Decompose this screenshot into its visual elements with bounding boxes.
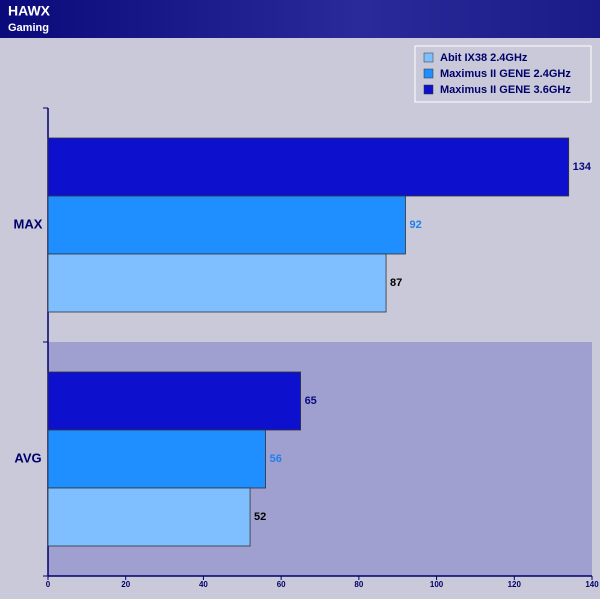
category-label: MAX — [14, 216, 43, 231]
x-tick-label: 0 — [46, 580, 51, 589]
value-label: 65 — [305, 395, 317, 407]
value-label: 134 — [573, 161, 592, 173]
x-tick-label: 40 — [199, 580, 208, 589]
chart-title: HAWX — [8, 3, 51, 19]
bar — [47, 253, 387, 313]
legend-swatch — [423, 52, 434, 63]
x-tick-label: 120 — [508, 580, 522, 589]
bar — [47, 137, 570, 197]
bar — [47, 195, 406, 255]
legend-label: Maximus II GENE 2.4GHz — [440, 68, 571, 80]
x-tick-label: 20 — [121, 580, 130, 589]
bar — [47, 487, 251, 547]
value-label: 87 — [390, 277, 402, 289]
legend-label: Maximus II GENE 3.6GHz — [440, 84, 571, 96]
legend-swatch — [423, 84, 434, 95]
value-label: 52 — [254, 511, 266, 523]
category-label: AVG — [14, 450, 41, 465]
value-label: 56 — [270, 453, 282, 465]
x-tick-label: 140 — [585, 580, 599, 589]
x-tick-label: 60 — [277, 580, 286, 589]
legend — [414, 45, 592, 103]
value-label: 92 — [409, 219, 421, 231]
chart-subtitle: Gaming — [8, 22, 49, 34]
bar — [47, 371, 301, 431]
header — [0, 0, 600, 38]
legend-swatch — [423, 68, 434, 79]
x-tick-label: 80 — [354, 580, 363, 589]
x-tick-label: 100 — [430, 580, 444, 589]
legend-label: Abit IX38 2.4GHz — [440, 52, 528, 64]
bar — [47, 429, 267, 489]
